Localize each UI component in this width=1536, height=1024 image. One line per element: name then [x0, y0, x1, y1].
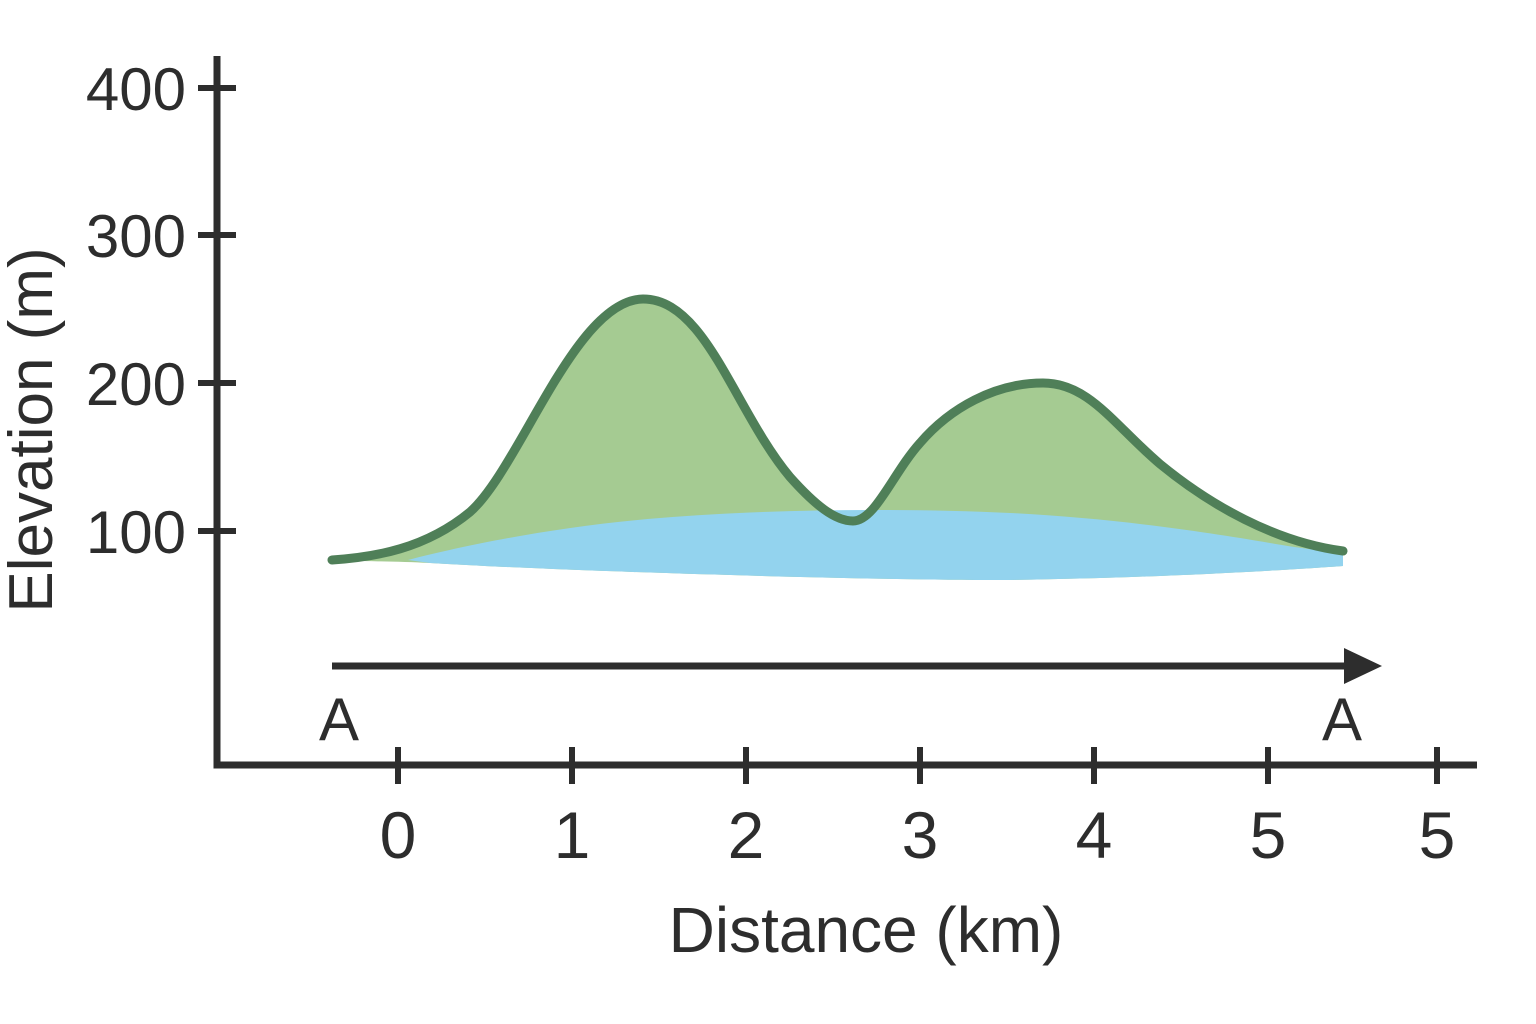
y-tick-label-100: 100	[86, 499, 186, 566]
x-tick-label-5b: 5	[1419, 798, 1456, 872]
section-marker-start: A	[319, 686, 359, 753]
x-tick-label-2: 2	[728, 798, 765, 872]
section-arrow-head-icon	[1344, 648, 1382, 684]
y-tick-label-300: 300	[86, 203, 186, 270]
x-tick-label-4: 4	[1076, 798, 1113, 872]
terrain-profile-line	[327, 294, 1348, 565]
x-tick-label-1: 1	[554, 798, 591, 872]
x-tick-label-3: 3	[902, 798, 939, 872]
y-tick-label-200: 200	[86, 351, 186, 418]
y-tick-label-400: 400	[86, 56, 186, 123]
terrain-area	[332, 299, 1343, 580]
x-tick-label-0: 0	[380, 798, 417, 872]
section-marker-end: A	[1322, 686, 1362, 753]
water-table-area	[408, 510, 1343, 580]
x-tick-label-5: 5	[1250, 798, 1287, 872]
x-axis-title: Distance (km)	[669, 894, 1064, 966]
y-axis-title: Elevation (m)	[0, 247, 66, 612]
